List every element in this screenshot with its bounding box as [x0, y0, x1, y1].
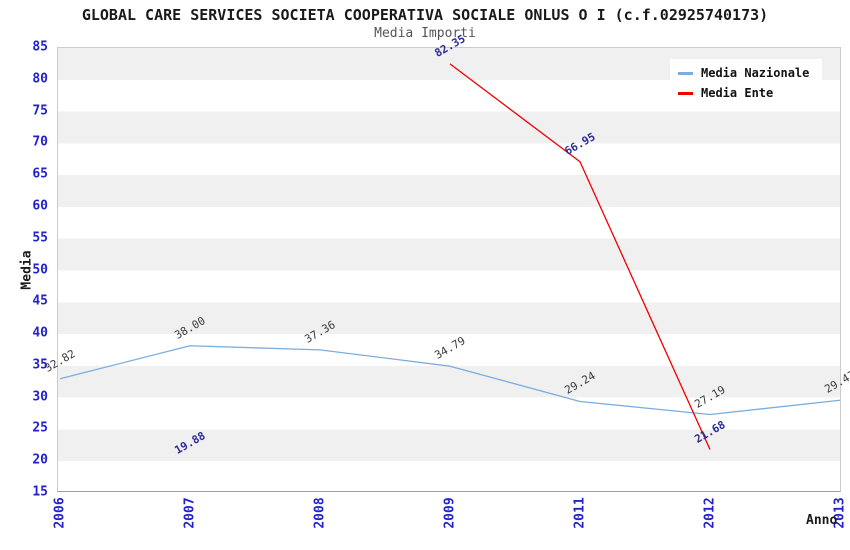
y-tick-label: 15: [32, 484, 48, 500]
legend-line-swatch-icon: [678, 71, 693, 75]
plot-area: [57, 47, 841, 492]
legend-item: Media Ente: [676, 83, 816, 103]
y-tick-label: 85: [32, 39, 48, 55]
x-tick-label: 2007: [182, 497, 198, 529]
page-title: GLOBAL CARE SERVICES SOCIETA COOPERATIVA…: [81, 6, 769, 24]
y-tick-label: 55: [32, 230, 48, 246]
legend-line-swatch-icon: [678, 91, 693, 95]
x-tick-label: 2008: [312, 497, 328, 529]
chart-subtitle: Media Importi: [374, 26, 476, 41]
y-axis-title: Media: [19, 250, 35, 290]
series-line-0: [59, 345, 841, 416]
y-tick-label: 70: [32, 134, 48, 150]
y-tick-label: 35: [32, 357, 48, 373]
x-tick-label: 2009: [442, 497, 458, 529]
y-tick-label: 65: [32, 166, 48, 182]
y-tick-label: 50: [32, 262, 48, 277]
x-tick-label: 2012: [702, 497, 718, 529]
legend: Media Nazionale Media Ente: [670, 59, 822, 107]
y-tick-label: 80: [32, 71, 48, 87]
y-tick-label: 40: [32, 325, 48, 341]
x-tick-label: 2006: [52, 497, 68, 529]
series-lines: [59, 63, 841, 450]
y-tick-label: 30: [32, 389, 48, 405]
legend-label: Media Nazionale: [701, 66, 810, 80]
y-tick-label: 60: [32, 198, 48, 214]
legend-label: Media Ente: [701, 86, 774, 100]
legend-item: Media Nazionale: [676, 63, 816, 83]
y-tick-label: 75: [32, 103, 48, 119]
y-tick-label: 25: [32, 420, 48, 436]
x-tick-label: 2011: [572, 497, 588, 529]
y-tick-label: 45: [32, 293, 48, 309]
series-line-1: [449, 63, 711, 450]
x-axis-title: Anno: [806, 513, 838, 528]
y-tick-label: 20: [32, 452, 48, 468]
